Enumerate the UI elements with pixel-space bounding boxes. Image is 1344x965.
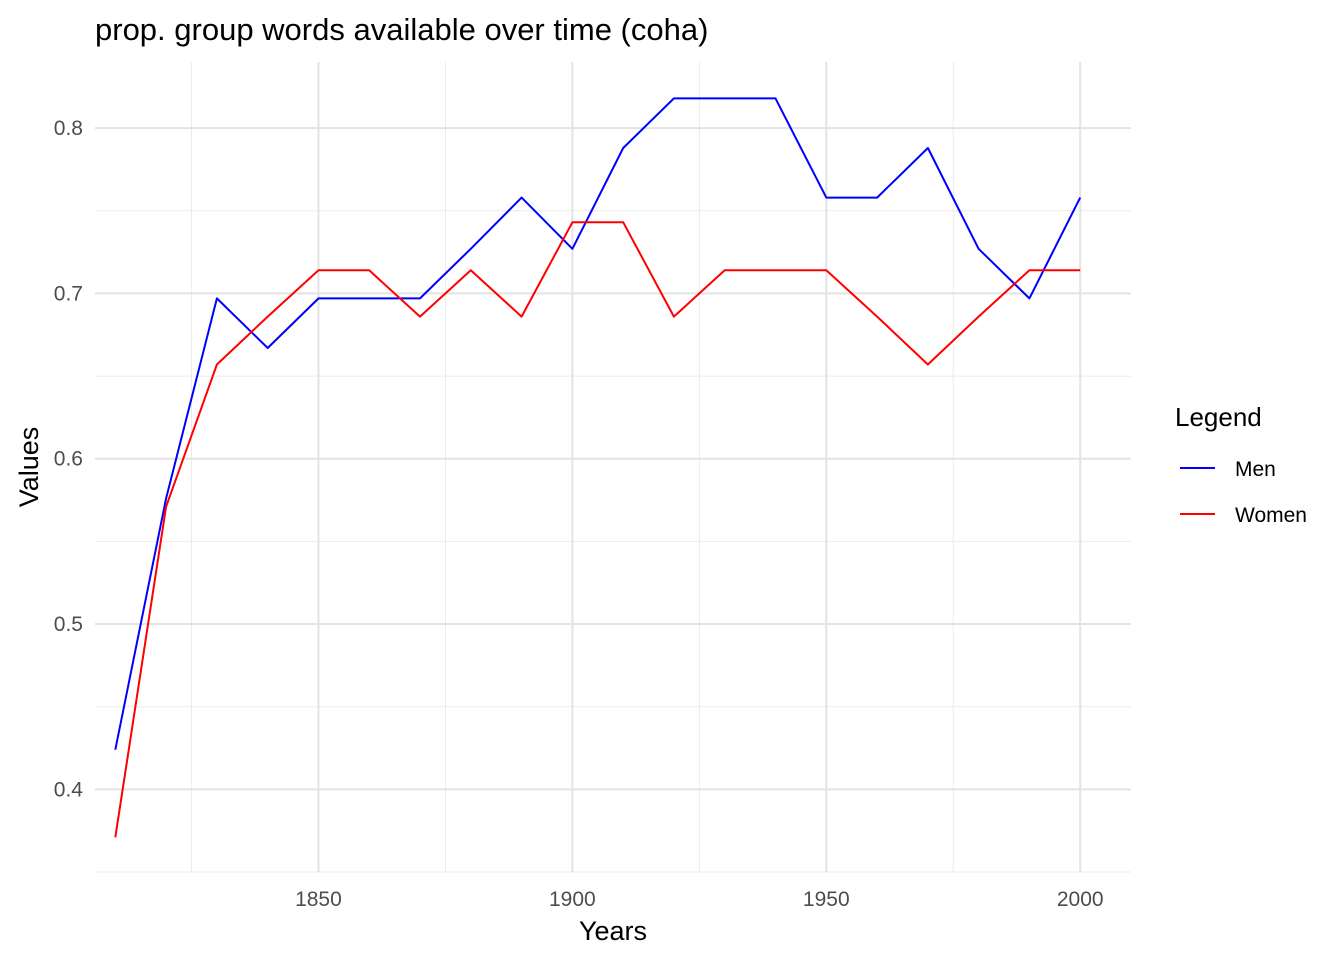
y-tick-label: 0.7 xyxy=(54,282,83,305)
y-tick-label: 0.5 xyxy=(54,613,83,636)
series-line-men xyxy=(114,97,1082,750)
x-tick-label: 1950 xyxy=(803,888,850,911)
series-line-women xyxy=(114,221,1081,838)
x-tick-label: 1900 xyxy=(549,888,596,911)
legend-label-women: Women xyxy=(1235,504,1307,527)
x-tick-label: 2000 xyxy=(1057,888,1104,911)
chart-title: prop. group words available over time (c… xyxy=(95,12,709,47)
legend-title: Legend xyxy=(1175,402,1262,432)
y-axis-title: Values xyxy=(14,427,44,508)
legend-label-men: Men xyxy=(1235,458,1276,481)
y-tick-label: 0.4 xyxy=(54,778,84,801)
x-axis-title: Years xyxy=(579,916,647,946)
y-tick-label: 0.6 xyxy=(54,448,83,471)
y-tick-label: 0.8 xyxy=(54,117,83,140)
x-tick-label: 1850 xyxy=(295,888,342,911)
